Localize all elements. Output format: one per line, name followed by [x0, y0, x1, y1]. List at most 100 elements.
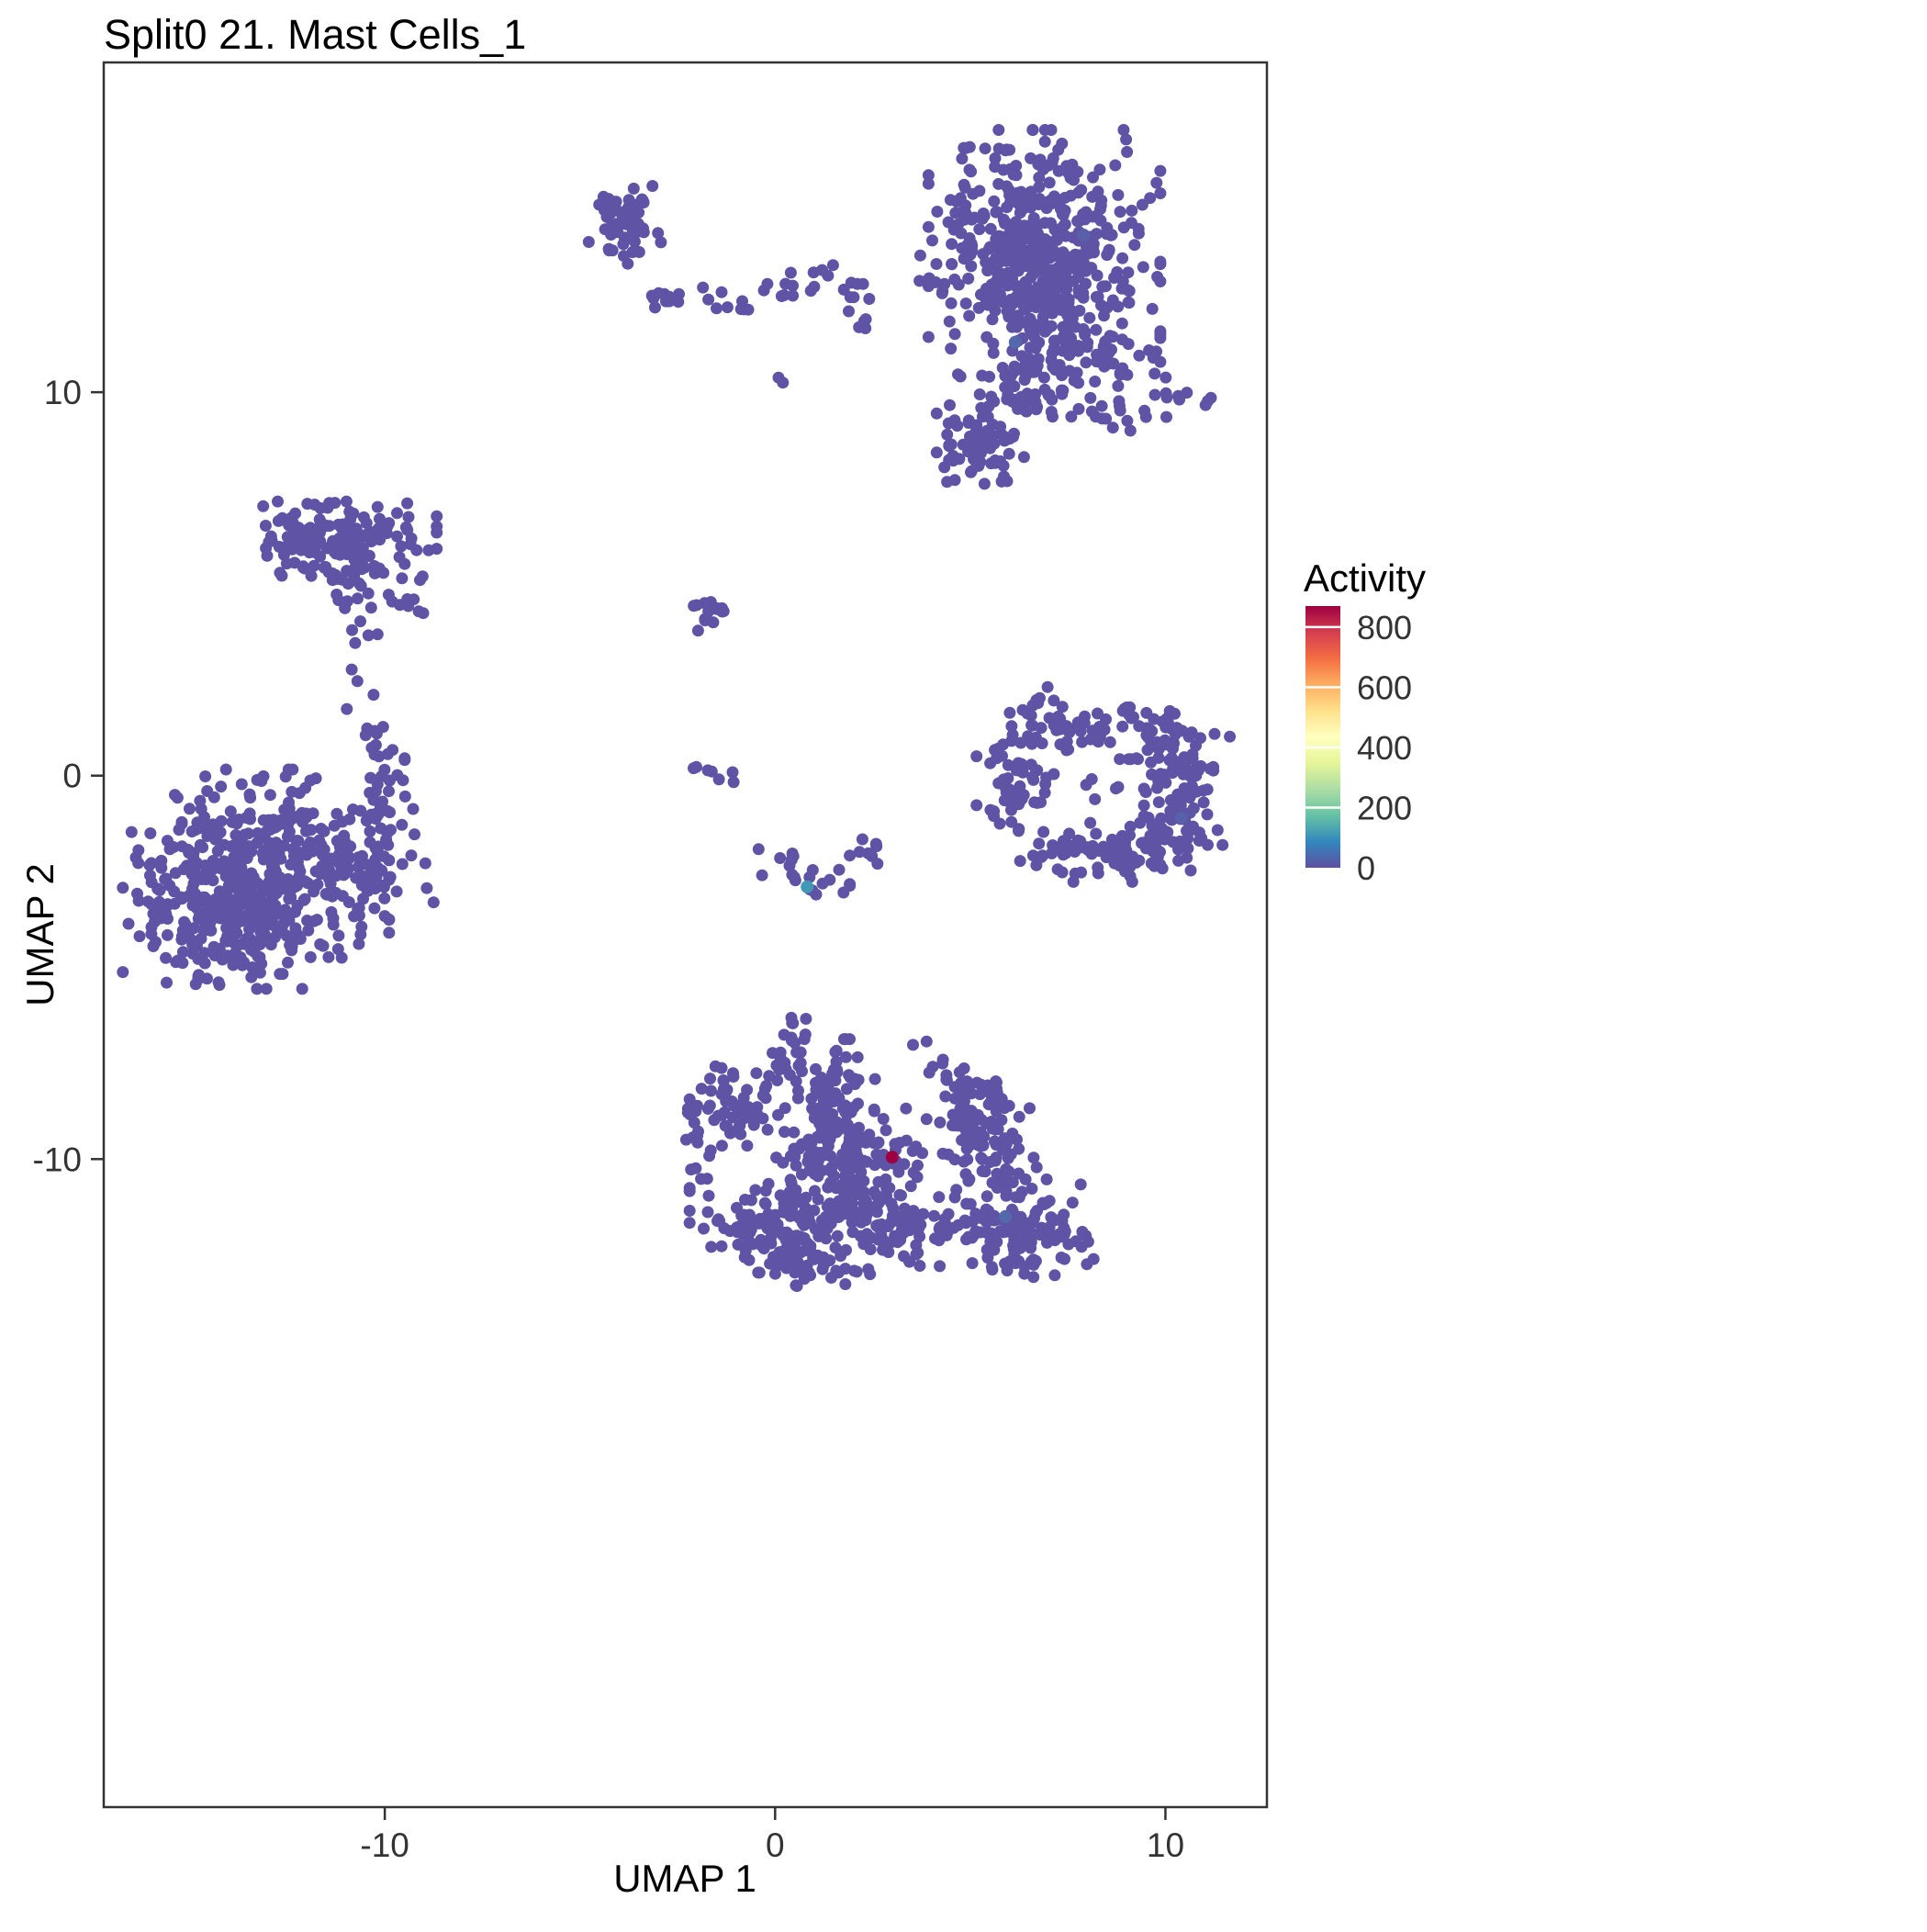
data-point: [362, 550, 374, 563]
data-point: [857, 1155, 870, 1168]
data-point: [1005, 815, 1018, 828]
data-point: [1076, 1226, 1089, 1238]
data-point: [1043, 176, 1056, 189]
data-point: [983, 370, 996, 383]
data-point: [324, 856, 337, 869]
data-point: [251, 877, 263, 890]
data-point: [1139, 410, 1152, 423]
data-point: [798, 1207, 811, 1219]
data-point: [241, 937, 254, 949]
legend-tick-label: 800: [1357, 609, 1412, 646]
data-point: [999, 1257, 1012, 1270]
data-point: [1148, 367, 1161, 380]
data-point: [398, 790, 411, 803]
data-point: [207, 855, 219, 867]
data-point: [1105, 833, 1118, 846]
data-point: [1069, 320, 1081, 333]
data-point: [203, 828, 216, 841]
points-layer: [117, 124, 1237, 1292]
data-point: [283, 893, 296, 905]
data-point: [296, 983, 308, 995]
data-point: [768, 1267, 781, 1280]
data-point: [1116, 252, 1129, 264]
data-point: [947, 1108, 959, 1121]
data-point: [1027, 1151, 1040, 1164]
data-point: [193, 969, 205, 982]
data-point: [808, 280, 821, 293]
data-point: [817, 1149, 830, 1162]
data-point: [969, 211, 980, 224]
data-point: [702, 600, 715, 612]
data-point: [145, 857, 158, 870]
data-point: [402, 511, 415, 523]
data-point: [431, 543, 443, 556]
data-point: [788, 1126, 801, 1139]
data-point: [155, 854, 168, 867]
data-point: [1040, 771, 1053, 784]
data-point: [176, 957, 189, 970]
data-point: [1048, 719, 1060, 732]
data-point: [1056, 866, 1069, 879]
data-point: [1084, 816, 1097, 829]
data-point: [1173, 393, 1186, 406]
data-point: [1029, 1254, 1042, 1267]
data-point: [315, 823, 328, 835]
data-point: [1147, 352, 1160, 364]
data-point: [362, 587, 375, 600]
data-point: [846, 1188, 857, 1200]
data-point: [212, 976, 225, 989]
data-point: [390, 885, 403, 898]
data-point: [1074, 835, 1087, 848]
data-point: [228, 858, 240, 871]
data-point: [986, 1264, 999, 1276]
data-point: [789, 1209, 801, 1221]
data-point: [1026, 849, 1039, 862]
data-point: [1117, 124, 1130, 136]
data-point: [398, 557, 411, 570]
data-point: [360, 517, 373, 530]
data-point: [1019, 1173, 1032, 1185]
data-point: [259, 520, 272, 532]
data-point: [1103, 243, 1115, 256]
data-point: [948, 328, 961, 341]
data-point: [1139, 785, 1152, 798]
data-point: [342, 896, 355, 908]
data-point: [1154, 187, 1167, 199]
data-point: [679, 1133, 692, 1146]
data-point: [893, 1188, 906, 1201]
data-point: [1204, 391, 1217, 404]
data-point: [944, 194, 957, 207]
data-point: [1011, 289, 1024, 302]
data-point: [756, 1112, 769, 1125]
data-point: [383, 913, 396, 926]
data-point: [1144, 829, 1157, 842]
data-point: [365, 808, 377, 821]
data-point: [1133, 349, 1146, 362]
data-point: [1077, 208, 1090, 220]
data-point: [187, 922, 200, 935]
data-point: [982, 400, 995, 412]
data-point: [700, 1173, 713, 1185]
data-point: [324, 877, 337, 890]
data-point: [1008, 427, 1020, 440]
data-point: [822, 1181, 835, 1194]
data-point: [941, 428, 954, 441]
data-point: [844, 291, 857, 304]
data-point: [877, 1221, 890, 1233]
data-point: [1007, 1239, 1020, 1252]
data-point: [1008, 393, 1021, 406]
data-point: [930, 407, 943, 420]
data-point: [646, 180, 659, 192]
x-tick-label: -10: [360, 1826, 409, 1864]
data-point: [1197, 796, 1210, 809]
data-point: [713, 1215, 726, 1228]
data-point: [1038, 135, 1051, 148]
data-point: [1137, 799, 1150, 812]
data-point: [1004, 793, 1016, 806]
data-point: [194, 794, 207, 807]
data-point: [872, 1136, 885, 1149]
data-point: [1045, 354, 1058, 366]
data-point: [685, 1163, 698, 1176]
data-point: [374, 534, 387, 546]
data-point: [846, 1205, 859, 1218]
